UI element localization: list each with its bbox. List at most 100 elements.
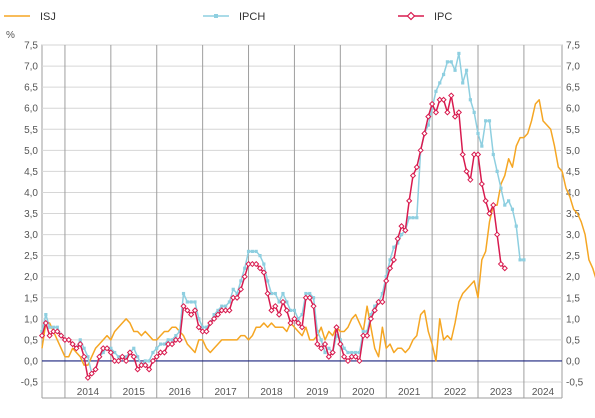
point-ipch <box>311 296 316 300</box>
point-ipc <box>413 164 420 171</box>
point-ipch <box>51 325 56 329</box>
y-tick-label-left: 1,0 <box>24 314 38 325</box>
point-ipch <box>262 262 266 266</box>
point-ipch <box>480 144 484 148</box>
x-tick-label: 2020 <box>352 387 375 398</box>
point-ipch <box>239 279 243 283</box>
point-ipc <box>211 315 218 322</box>
point-ipch <box>438 81 442 85</box>
point-ipc <box>191 307 199 314</box>
point-ipc <box>119 353 126 360</box>
point-ipc <box>260 269 267 276</box>
point-ipc <box>383 277 390 285</box>
y-tick-label-left: 1,5 <box>24 293 38 304</box>
point-ipc <box>153 353 160 360</box>
point-ipch <box>277 300 281 304</box>
point-ipc <box>367 315 375 322</box>
y-tick-label-right: 5,0 <box>566 146 580 157</box>
point-ipch <box>147 359 151 363</box>
x-tick-label: 2014 <box>77 387 100 398</box>
point-ipc <box>494 231 501 238</box>
x-tick-label: 2018 <box>260 387 283 398</box>
point-ipc <box>272 303 279 310</box>
point-ipc <box>195 324 202 331</box>
point-ipch <box>231 287 235 291</box>
y-tick-label-left: -0,5 <box>21 378 39 389</box>
point-ipch <box>346 350 350 355</box>
point-ipc <box>42 319 49 327</box>
point-ipch <box>365 329 369 334</box>
y-tick-label-right: 7,0 <box>566 62 580 73</box>
point-ipch <box>453 68 457 72</box>
point-ipc <box>287 319 294 327</box>
point-ipch <box>193 300 197 304</box>
point-ipc <box>341 353 348 360</box>
point-ipc <box>444 109 451 116</box>
point-ipc <box>459 151 466 158</box>
x-tick-label: 2019 <box>306 387 329 398</box>
point-ipc <box>88 370 95 377</box>
point-ipc <box>467 176 474 183</box>
point-ipch <box>426 123 430 127</box>
y-tick-label-left: 3,5 <box>24 209 38 220</box>
point-ipch <box>212 313 216 317</box>
point-ipch <box>396 241 400 245</box>
point-ipch <box>319 338 323 342</box>
y-tick-label-right: 1,5 <box>566 293 580 304</box>
point-ipc <box>214 311 222 318</box>
point-ipc <box>417 147 424 154</box>
point-ipc <box>406 197 413 204</box>
point-ipch <box>476 131 480 136</box>
legend-item-ipc[interactable]: IPC <box>398 11 452 23</box>
point-ipc <box>123 357 130 365</box>
point-ipch <box>495 169 499 173</box>
x-tick-label: 2022 <box>444 387 467 398</box>
point-ipc <box>421 130 428 137</box>
y-tick-label-left: 0,0 <box>24 356 38 367</box>
point-ipc <box>115 357 122 365</box>
point-ipc <box>298 324 306 331</box>
y-tick-label-left: 3,0 <box>24 230 38 241</box>
point-ipch <box>464 68 469 72</box>
point-ipc <box>226 307 233 314</box>
point-ipch <box>411 216 415 220</box>
y-tick-label-right: 2,0 <box>566 272 580 283</box>
point-ipch <box>185 300 189 304</box>
y-tick-label-right: -0,5 <box>566 378 584 389</box>
legend-item-ipch[interactable]: IPCH <box>203 11 265 23</box>
point-ipch <box>204 325 209 329</box>
series-ipc <box>38 92 508 381</box>
y-tick-label-right: 1,0 <box>566 314 580 325</box>
point-ipch <box>254 249 258 254</box>
point-ipch <box>468 98 472 102</box>
point-ipc <box>168 340 176 348</box>
point-ipch <box>116 355 121 359</box>
x-tick-label: 2024 <box>532 387 555 398</box>
point-ipch <box>166 338 170 342</box>
point-ipch <box>227 300 232 304</box>
point-ipch <box>143 359 147 363</box>
point-ipc <box>276 311 283 318</box>
point-ipc <box>379 298 386 306</box>
point-ipc <box>65 336 72 343</box>
point-ipc <box>256 265 264 272</box>
legend-marker-ipch <box>214 14 218 18</box>
point-ipch <box>384 275 388 279</box>
point-ipch <box>484 119 488 123</box>
point-ipch <box>55 325 59 329</box>
y-tick-label-left: 6,0 <box>24 104 38 115</box>
point-ipch <box>449 60 453 64</box>
point-ipch <box>296 317 300 321</box>
point-ipch <box>503 203 507 207</box>
point-ipc <box>501 265 508 272</box>
point-ipc <box>398 223 405 230</box>
point-ipc <box>390 256 397 263</box>
legend-label-ipc: IPC <box>434 11 452 23</box>
legend-item-isj[interactable]: ISJ <box>4 11 56 23</box>
y-axis-left: -0,5 0,0 0,5 1,0 1,5 2,0 2,5 3,0 3,5 4,0 4,5 5,0 5,5… <box>21 41 39 389</box>
point-ipch <box>388 258 392 262</box>
point-ipc <box>145 366 153 373</box>
point-ipc <box>241 273 248 280</box>
y-tick-label-right: 3,5 <box>566 209 580 220</box>
series-line-isj <box>41 99 595 366</box>
